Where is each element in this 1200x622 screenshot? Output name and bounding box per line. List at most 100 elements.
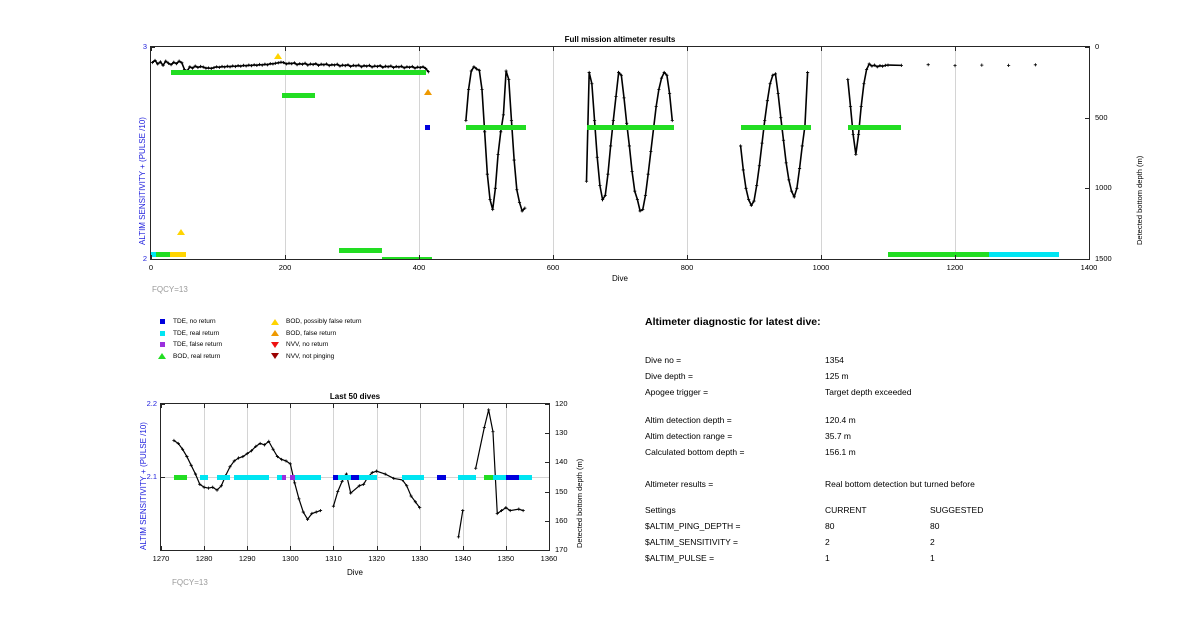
legend-item-label: TDE, false return: [173, 341, 223, 348]
x-tickmark: [247, 404, 249, 408]
marker-band: [436, 474, 446, 480]
x-tick-label: 800: [680, 263, 694, 272]
diagnostic-row-value: 125 m: [825, 371, 849, 381]
marker-band: [154, 252, 185, 258]
x-tickmark: [1089, 255, 1090, 259]
y-right-tickmark: [1085, 117, 1089, 119]
legend-square-icon: [155, 342, 169, 347]
x-tickmark: [955, 47, 956, 51]
settings-header-current: CURRENT: [825, 505, 867, 515]
y-right-tickmark: [1085, 47, 1089, 48]
x-tick-label: 1400: [1080, 263, 1098, 272]
x-tick-label: 400: [412, 263, 426, 272]
last-50-dives-chart: Last 50 dives ALTIM SENSITIVITY + (PULSE…: [0, 380, 600, 622]
diagnostic-row-label: Apogee trigger =: [645, 387, 709, 397]
legend-item: BOD, possibly false return: [268, 318, 362, 325]
setting-row-current: 80: [825, 521, 835, 531]
x-tick-label: 1200: [946, 263, 964, 272]
marker-point: [274, 52, 283, 59]
legend-triangle-down-icon: [268, 353, 282, 359]
y-right-tick-label: 500: [1095, 112, 1108, 122]
marker-band: [847, 125, 902, 131]
marker-point: [423, 88, 432, 95]
depth-series-line: [172, 408, 525, 539]
setting-row-suggested: 80: [930, 521, 940, 531]
y-right-tick-label: 0: [1095, 42, 1100, 51]
legend-item: BOD, real return: [155, 353, 220, 360]
setting-row-label: $ALTIM_PULSE =: [645, 553, 715, 563]
x-tickmark: [462, 546, 464, 550]
y-left-tick-label: 2: [142, 254, 147, 263]
diagnostic-rows: Dive no = 1354 Dive depth = 125 m Apogee tri…: [645, 316, 1165, 496]
marker-band: [171, 69, 426, 75]
x-tickmark: [462, 404, 464, 408]
diagnostic-row-value: Real bottom detection but turned before: [825, 479, 975, 489]
y-right-tick-label: 120: [555, 399, 568, 408]
x-gridline: [821, 47, 822, 259]
y-right-tickmark: [545, 404, 549, 405]
setting-row-current: 1: [825, 553, 830, 563]
marker-band: [888, 252, 992, 258]
legend-item-label: TDE, real return: [173, 329, 220, 337]
legend-triangle-up-icon: [268, 318, 282, 325]
y-right-tickmark: [545, 491, 549, 493]
y-left-tick-label: 3: [142, 42, 147, 51]
marker-band: [199, 474, 209, 480]
legend-item: TDE, no return: [155, 318, 216, 325]
marker-band: [505, 474, 519, 480]
settings-header-suggested: SUGGESTED: [930, 505, 984, 515]
y-right-tickmark: [545, 550, 549, 551]
legend-square-icon: [155, 319, 169, 324]
marker-band: [169, 252, 186, 258]
x-tick-label: 1350: [497, 554, 515, 563]
x-tickmark: [204, 404, 206, 408]
marker-band: [217, 474, 230, 480]
x-tick-label: 1270: [152, 554, 170, 563]
x-tickmark: [553, 47, 554, 51]
top-chart-xlabel: Dive: [611, 274, 628, 283]
y-left-tick-label: 2.2: [146, 399, 157, 408]
y-right-tickmark: [545, 462, 549, 464]
y-right-tick-label: 140: [555, 457, 568, 467]
y-right-tickmark: [1085, 188, 1089, 190]
x-tick-label: 1340: [454, 554, 472, 563]
legend-triangle-down-icon: [268, 341, 282, 348]
x-tickmark: [419, 47, 420, 51]
y-left-tickmark: [161, 477, 165, 478]
setting-row-label: $ALTIM_SENSITIVITY =: [645, 537, 738, 547]
legend-item: TDE, false return: [155, 341, 222, 348]
marker-point: [425, 125, 431, 131]
x-gridline: [687, 47, 688, 259]
y-right-tick-label: 1500: [1095, 254, 1112, 263]
marker-band: [359, 474, 377, 480]
altimeter-diagnostic-panel: Altimeter diagnostic for latest dive: Di…: [645, 316, 1165, 586]
depth-series-line: [151, 47, 1089, 259]
x-tickmark: [151, 255, 152, 259]
marker-band: [492, 474, 506, 480]
x-tick-label: 1280: [195, 554, 213, 563]
bottom-chart-ylabel-left: ALTIM SENSITIVITY + (PULSE /10): [139, 422, 148, 550]
setting-row-suggested: 2: [930, 537, 935, 547]
marker-band: [740, 125, 811, 131]
x-gridline: [419, 47, 420, 259]
x-tickmark: [549, 546, 550, 550]
y-left-tickmark: [151, 47, 155, 48]
x-tickmark: [333, 404, 335, 408]
x-tick-label: 1000: [812, 263, 830, 272]
legend-item: NVV, no return: [268, 341, 328, 348]
x-tick-label: 200: [278, 263, 292, 272]
marker-legend: TDE, no return TDE, real return TDE, false…: [155, 318, 415, 366]
x-tick-label: 1310: [325, 554, 342, 563]
x-tickmark: [553, 255, 554, 259]
marker-band: [402, 474, 424, 480]
bottom-chart-ylabel-right: Detected bottom depth (m): [575, 458, 584, 548]
x-tick-label: 600: [546, 263, 560, 272]
marker-band: [151, 252, 157, 258]
legend-item-label: TDE, no return: [173, 318, 216, 325]
x-tickmark: [419, 255, 420, 259]
x-tickmark: [821, 255, 822, 259]
diagnostic-row-label: Altim detection depth =: [645, 415, 732, 425]
setting-row-label: $ALTIM_PING_DEPTH =: [645, 521, 741, 531]
bottom-chart-xlabel: Dive: [346, 568, 363, 577]
diagnostic-row-value: 120.4 m: [825, 415, 856, 425]
